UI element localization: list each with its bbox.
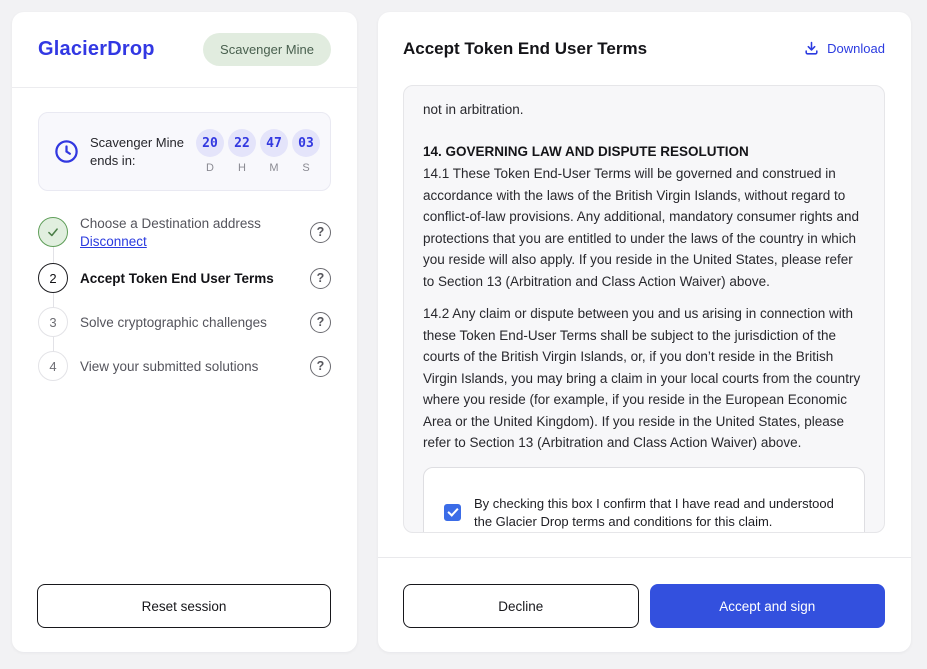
countdown-unit-seconds: 03 S xyxy=(292,129,320,174)
countdown-card: Scavenger Mine ends in: 20 D 22 H 47 M 0… xyxy=(38,112,331,191)
clock-icon xyxy=(53,138,80,165)
download-button[interactable]: Download xyxy=(803,40,885,57)
step-accept-token-end-user-terms: 2 Accept Token End User Terms ? xyxy=(38,263,331,293)
countdown-days-value: 20 xyxy=(196,129,224,157)
terms-scroll-area[interactable]: not in arbitration. 14. GOVERNING LAW AN… xyxy=(403,85,885,533)
terms-paragraph-14-2: 14.2 Any claim or dispute between you an… xyxy=(423,306,861,450)
sidebar-body: Scavenger Mine ends in: 20 D 22 H 47 M 0… xyxy=(12,88,357,381)
step-solve-cryptographic-challenges: 3 Solve cryptographic challenges ? xyxy=(38,307,331,337)
terms-paragraph-fragment: not in arbitration. xyxy=(423,102,524,117)
terms-paragraph-14-1: 14.1 These Token End-User Terms will be … xyxy=(423,166,859,289)
step-2-label: Accept Token End User Terms xyxy=(80,270,274,286)
download-label: Download xyxy=(827,41,885,56)
disconnect-link[interactable]: Disconnect xyxy=(80,234,147,249)
reset-session-button[interactable]: Reset session xyxy=(37,584,331,628)
terms-footer: Decline Accept and sign xyxy=(378,557,911,628)
steps-list: Choose a Destination address Disconnect … xyxy=(38,215,331,381)
sidebar-header: GlacierDrop Scavenger Mine xyxy=(12,12,357,88)
confirmation-card: By checking this box I confirm that I ha… xyxy=(423,466,865,532)
step-1-label: Choose a Destination address xyxy=(80,216,261,231)
question-circle-icon[interactable]: ? xyxy=(310,267,331,289)
countdown-minutes-value: 47 xyxy=(260,129,288,157)
page-title: Accept Token End User Terms xyxy=(403,38,648,58)
question-circle-icon[interactable]: ? xyxy=(310,311,331,333)
countdown-label: Scavenger Mine ends in: xyxy=(90,134,184,168)
countdown-hours-value: 22 xyxy=(228,129,256,157)
countdown-unit-minutes: 47 M xyxy=(260,129,288,174)
sidebar-panel: GlacierDrop Scavenger Mine Scavenger Min… xyxy=(12,12,357,652)
countdown-hours-label: H xyxy=(238,162,246,174)
terms-header: Accept Token End User Terms Download xyxy=(378,12,911,85)
step-choose-destination-address: Choose a Destination address Disconnect … xyxy=(38,215,331,249)
decline-button[interactable]: Decline xyxy=(403,584,639,628)
accept-and-sign-button[interactable]: Accept and sign xyxy=(649,584,885,628)
step-2-circle: 2 xyxy=(38,263,68,293)
confirm-terms-checkbox[interactable] xyxy=(444,504,461,521)
countdown-unit-days: 20 D xyxy=(196,129,224,174)
confirm-terms-label[interactable]: By checking this box I confirm that I ha… xyxy=(474,495,834,529)
terms-panel: Accept Token End User Terms Download not… xyxy=(378,12,911,652)
countdown-minutes-label: M xyxy=(269,162,279,174)
steps-connector-line xyxy=(52,231,54,365)
glacierdrop-logo: GlacierDrop xyxy=(38,38,155,60)
countdown-seconds-label: S xyxy=(302,162,310,174)
countdown-units: 20 D 22 H 47 M 03 S xyxy=(196,129,320,174)
countdown-unit-hours: 22 H xyxy=(228,129,256,174)
step-1-complete-circle xyxy=(38,217,68,247)
terms-section-heading: 14. GOVERNING LAW AND DISPUTE RESOLUTION xyxy=(423,143,749,159)
step-4-circle: 4 xyxy=(38,351,68,381)
step-view-submitted-solutions: 4 View your submitted solutions ? xyxy=(38,351,331,381)
countdown-days-label: D xyxy=(206,162,214,174)
scavenger-mine-badge: Scavenger Mine xyxy=(203,33,331,66)
check-icon xyxy=(48,228,58,237)
step-4-label: View your submitted solutions xyxy=(80,358,259,374)
question-circle-icon[interactable]: ? xyxy=(310,221,331,243)
step-3-label: Solve cryptographic challenges xyxy=(80,314,267,330)
download-icon xyxy=(805,41,818,55)
step-3-circle: 3 xyxy=(38,307,68,337)
countdown-seconds-value: 03 xyxy=(292,129,320,157)
question-circle-icon[interactable]: ? xyxy=(310,355,331,377)
